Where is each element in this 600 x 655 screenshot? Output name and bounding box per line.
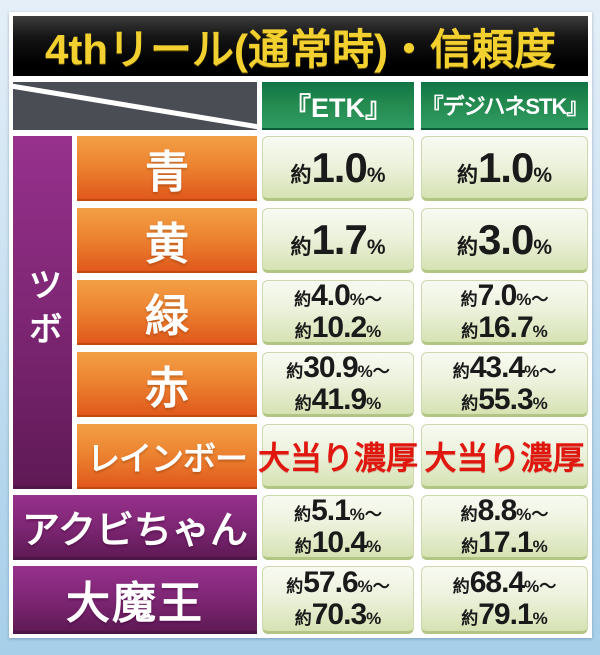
value-cell-stk-daimaou: 約68.4%〜 約79.1% xyxy=(421,566,588,634)
column-header-stk: 『デジハネSTK』 xyxy=(421,82,588,130)
value-cell-stk-yellow: 約3.0% xyxy=(421,208,588,273)
table-row-red: 赤 約30.9%〜 約41.9% 約43.4%〜 約55.3% xyxy=(77,352,588,417)
row-label-akubi: アクビちゃん xyxy=(13,495,257,560)
diagonal-line-icon xyxy=(13,83,257,130)
value-cell-stk-green: 約7.0%〜 約16.7% xyxy=(421,280,588,345)
value-cell-stk-red: 約43.4%〜 約55.3% xyxy=(421,352,588,417)
column-header-etk: 『ETK』 xyxy=(262,82,414,130)
table-title-bar: 4thリール(通常時)・信頼度 xyxy=(13,16,588,76)
tsubo-group-label: ツボ xyxy=(23,267,61,355)
value-cell-stk-akubi: 約8.8%〜 約17.1% xyxy=(421,495,588,560)
tsubo-group-label-cell: ツボ xyxy=(13,136,72,489)
value-cell-etk-blue: 約1.0% xyxy=(262,136,414,201)
value-cell-etk-daimaou: 約57.6%〜 約70.3% xyxy=(262,566,414,634)
row-label-green: 緑 xyxy=(77,280,257,345)
value-cell-stk-rainbow: 大当り濃厚 xyxy=(421,424,588,489)
table-title: 4thリール(通常時)・信頼度 xyxy=(45,25,556,73)
table-row-rainbow: レインボー 大当り濃厚 大当り濃厚 xyxy=(77,424,588,489)
value-cell-stk-blue: 約1.0% xyxy=(421,136,588,201)
table-row-akubi: アクビちゃん 約5.1%〜 約10.4% 約8.8%〜 約17.1% xyxy=(13,495,588,560)
diagonal-header-cell xyxy=(13,82,257,130)
jackpot-likely-text: 大当り濃厚 xyxy=(258,439,419,476)
value-cell-etk-akubi: 約5.1%〜 約10.4% xyxy=(262,495,414,560)
jackpot-likely-text: 大当り濃厚 xyxy=(424,439,585,476)
table-row-green: 緑 約4.0%〜 約10.2% 約7.0%〜 約16.7% xyxy=(77,280,588,345)
tsubo-group-rows: 青 約1.0% 約1.0% 黄 約1.7% 約3.0% 緑 xyxy=(77,136,588,489)
value-cell-etk-rainbow: 大当り濃厚 xyxy=(258,424,418,489)
row-label-daimaou: 大魔王 xyxy=(13,566,257,634)
table-row-daimaou: 大魔王 約57.6%〜 約70.3% 約68.4%〜 約79.1% xyxy=(13,566,588,634)
table-row-blue: 青 約1.0% 約1.0% xyxy=(77,136,588,201)
reliability-table: 4thリール(通常時)・信頼度 『ETK』 『デジハネSTK』 ツボ 青 約1.… xyxy=(9,12,592,638)
tsubo-group-section: ツボ 青 約1.0% 約1.0% 黄 約1.7% 約3.0% xyxy=(13,136,588,489)
value-cell-etk-red: 約30.9%〜 約41.9% xyxy=(262,352,414,417)
header-row: 『ETK』 『デジハネSTK』 xyxy=(13,82,588,130)
row-label-yellow: 黄 xyxy=(77,208,257,273)
value-cell-etk-green: 約4.0%〜 約10.2% xyxy=(262,280,414,345)
value-cell-etk-yellow: 約1.7% xyxy=(262,208,414,273)
row-label-blue: 青 xyxy=(77,136,257,201)
table-row-yellow: 黄 約1.7% 約3.0% xyxy=(77,208,588,273)
row-label-rainbow: レインボー xyxy=(77,424,257,489)
row-label-red: 赤 xyxy=(77,352,257,417)
